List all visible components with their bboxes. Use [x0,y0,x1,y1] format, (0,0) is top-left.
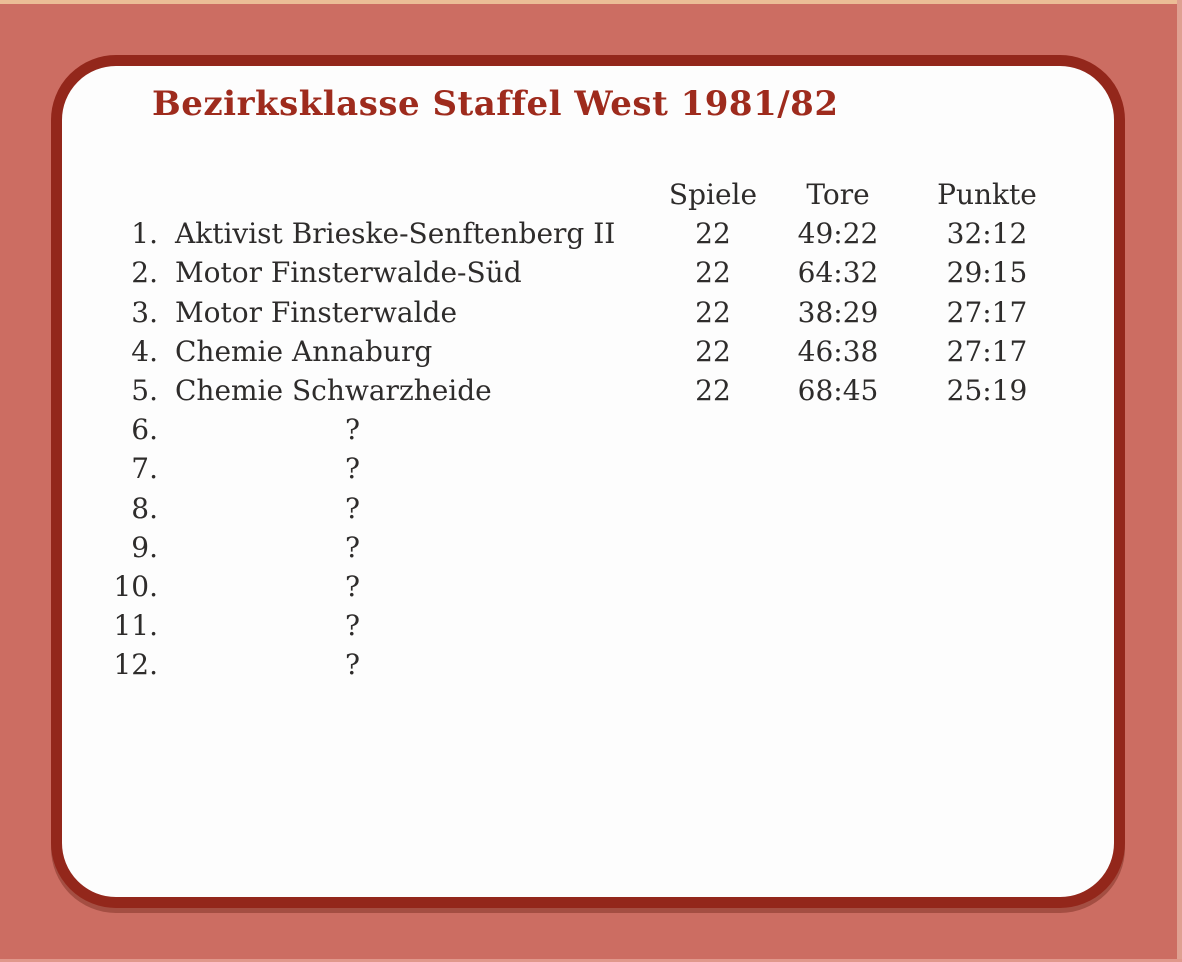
page-title: Bezirksklasse Staffel West 1981/82 [152,84,839,124]
team-name: ? [345,648,361,682]
team-name: ? [345,452,361,486]
team-name: Aktivist Brieske-Senftenberg II [175,217,616,251]
row-position: 3. [131,295,158,329]
goals-value: 38:29 [797,295,879,329]
table-row: 2. Motor Finsterwalde-Süd 22 64:32 29:15 [0,253,1182,292]
games-value: 22 [695,256,731,290]
points-value: 27:17 [946,295,1028,329]
standings-card [51,55,1125,908]
goals-value: 46:38 [797,334,879,368]
team-name: ? [345,530,361,564]
row-position: 5. [131,373,158,407]
goals-value: 64:32 [797,256,879,290]
table-row: 3. Motor Finsterwalde 22 38:29 27:17 [0,293,1182,332]
table-row: 7. ? [0,449,1182,488]
team-name: ? [345,413,361,447]
table-row: 4. Chemie Annaburg 22 46:38 27:17 [0,332,1182,371]
column-header-goals: Tore [806,178,870,211]
points-value: 29:15 [946,256,1028,290]
row-position: 10. [113,569,158,603]
points-value: 32:12 [946,217,1028,251]
page-edge-right [1177,0,1182,962]
row-position: 6. [131,413,158,447]
column-header-points: Punkte [937,178,1037,211]
standings-table: Spiele Tore Punkte 1. Aktivist Brieske-S… [0,175,1182,684]
row-position: 12. [113,648,158,682]
row-position: 2. [131,256,158,290]
team-name: Motor Finsterwalde-Süd [175,256,522,290]
team-name: ? [345,569,361,603]
row-position: 4. [131,334,158,368]
games-value: 22 [695,334,731,368]
games-value: 22 [695,217,731,251]
team-name: ? [345,609,361,643]
table-row: 11. ? [0,606,1182,645]
row-position: 11. [113,609,158,643]
goals-value: 68:45 [797,373,879,407]
table-row: 5. Chemie Schwarzheide 22 68:45 25:19 [0,371,1182,410]
games-value: 22 [695,373,731,407]
games-value: 22 [695,295,731,329]
row-position: 1. [131,217,158,251]
page-edge-top [0,0,1182,4]
row-position: 9. [131,530,158,564]
table-row: 9. ? [0,528,1182,567]
table-row: 8. ? [0,489,1182,528]
goals-value: 49:22 [797,217,879,251]
table-rows: 1. Aktivist Brieske-Senftenberg II 22 49… [0,214,1182,684]
table-row: 1. Aktivist Brieske-Senftenberg II 22 49… [0,214,1182,253]
team-name: Chemie Schwarzheide [175,373,492,407]
page-edge-bottom [0,959,1182,962]
team-name: Motor Finsterwalde [175,295,458,329]
points-value: 27:17 [946,334,1028,368]
team-name: Chemie Annaburg [175,334,433,368]
table-row: 6. ? [0,410,1182,449]
table-header-row: Spiele Tore Punkte [0,175,1182,214]
row-position: 8. [131,491,158,525]
table-row: 12. ? [0,645,1182,684]
team-name: ? [345,491,361,525]
column-header-games: Spiele [668,178,758,211]
row-position: 7. [131,452,158,486]
table-row: 10. ? [0,567,1182,606]
points-value: 25:19 [946,373,1028,407]
